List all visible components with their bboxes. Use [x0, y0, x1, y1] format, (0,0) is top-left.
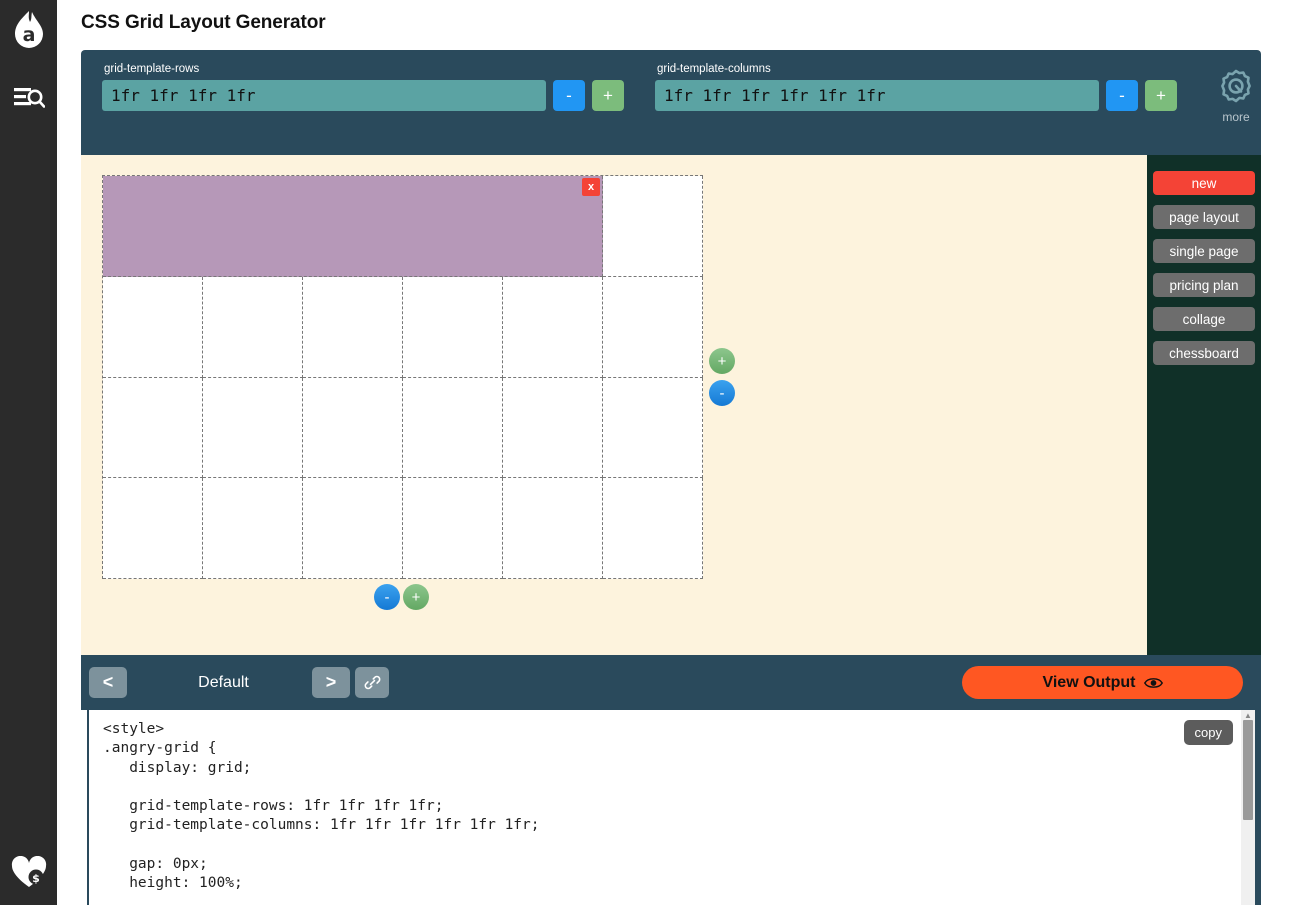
grid-cell[interactable]	[103, 377, 203, 479]
remove-row-button[interactable]: -	[553, 80, 585, 111]
remove-column-button[interactable]: -	[1106, 80, 1138, 111]
add-row-button[interactable]: +	[592, 80, 624, 111]
grid-cell[interactable]	[603, 176, 703, 277]
scrollbar-thumb[interactable]	[1243, 720, 1253, 820]
svg-text:a: a	[22, 24, 35, 46]
grid-wrapper: x	[102, 175, 703, 579]
previous-preset-button[interactable]: <	[89, 667, 127, 698]
code-scrollbar[interactable]: ▲	[1241, 710, 1255, 905]
control-panel: grid-template-rows - + grid-template-col…	[81, 50, 1261, 179]
grid-remove-row-button[interactable]: -	[374, 584, 400, 610]
share-link-button[interactable]	[355, 667, 389, 698]
current-preset-name: Default	[198, 673, 249, 691]
copy-code-button[interactable]: copy	[1183, 720, 1233, 745]
grid-cell[interactable]	[103, 276, 203, 378]
code-output-area[interactable]: <style> .angry-grid { display: grid; gri…	[87, 710, 1255, 905]
view-output-label: View Output	[1042, 673, 1136, 691]
next-preset-button[interactable]: >	[312, 667, 350, 698]
grid-template-columns-input[interactable]	[655, 80, 1099, 111]
columns-field-group: grid-template-columns - +	[655, 50, 1177, 111]
flame-a-logo-icon: a	[14, 11, 43, 48]
grid-cell[interactable]	[203, 377, 303, 479]
grid-cell[interactable]	[403, 377, 503, 479]
preset-panel: new page layout single page pricing plan col…	[1147, 155, 1261, 655]
grid-remove-column-button[interactable]: -	[709, 380, 735, 406]
preset-button-collage[interactable]: collage	[1153, 307, 1255, 331]
rows-label: grid-template-rows	[104, 63, 200, 75]
grid-cell[interactable]	[203, 478, 303, 579]
grid-cell[interactable]	[603, 276, 703, 378]
left-rail: a $	[0, 0, 57, 905]
view-output-button[interactable]: View Output	[962, 666, 1243, 699]
grid-cell[interactable]	[603, 377, 703, 479]
grid-cell[interactable]	[103, 478, 203, 579]
grid-cell[interactable]	[203, 276, 303, 378]
grid-add-column-button[interactable]: +	[709, 348, 735, 374]
scroll-up-arrow-icon[interactable]: ▲	[1244, 710, 1252, 720]
grid-cell[interactable]	[403, 276, 503, 378]
svg-text:$: $	[32, 872, 40, 885]
gear-icon	[1221, 69, 1251, 103]
list-search-icon	[13, 88, 45, 108]
preset-button-pricing-plan[interactable]: pricing plan	[1153, 273, 1255, 297]
grid-canvas: x + - - +	[81, 155, 1147, 655]
more-label: more	[1222, 110, 1250, 124]
grid-cell[interactable]	[503, 377, 603, 479]
grid-add-row-button[interactable]: +	[403, 584, 429, 610]
preset-button-chessboard[interactable]: chessboard	[1153, 341, 1255, 365]
preset-button-new[interactable]: new	[1153, 171, 1255, 195]
add-column-button[interactable]: +	[1145, 80, 1177, 111]
code-panel-right-edge	[1255, 710, 1261, 905]
generated-css-code: <style> .angry-grid { display: grid; gri…	[103, 721, 540, 892]
editable-grid[interactable]: x	[102, 175, 703, 579]
search-nav-button[interactable]	[0, 74, 57, 120]
grid-cell[interactable]	[603, 478, 703, 579]
grid-cell[interactable]	[303, 276, 403, 378]
app-logo[interactable]: a	[0, 6, 57, 54]
more-settings-button[interactable]: more	[1206, 68, 1266, 124]
grid-template-rows-input[interactable]	[102, 80, 546, 111]
rows-field-group: grid-template-rows - +	[102, 50, 624, 111]
bottom-toolbar: < Default > View Output	[81, 655, 1261, 710]
columns-label: grid-template-columns	[657, 63, 771, 75]
heart-dollar-icon: $	[11, 856, 46, 887]
grid-area-item[interactable]: x	[103, 176, 603, 277]
delete-grid-area-button[interactable]: x	[582, 178, 600, 196]
grid-cell[interactable]	[303, 377, 403, 479]
grid-cell[interactable]	[303, 478, 403, 579]
grid-cell[interactable]	[503, 276, 603, 378]
page-title: CSS Grid Layout Generator	[81, 12, 326, 33]
grid-cell[interactable]	[403, 478, 503, 579]
eye-icon	[1143, 677, 1163, 688]
grid-cell[interactable]	[503, 478, 603, 579]
preset-button-single-page[interactable]: single page	[1153, 239, 1255, 263]
link-icon	[364, 675, 380, 690]
donate-button[interactable]: $	[0, 849, 57, 897]
preset-button-page-layout[interactable]: page layout	[1153, 205, 1255, 229]
